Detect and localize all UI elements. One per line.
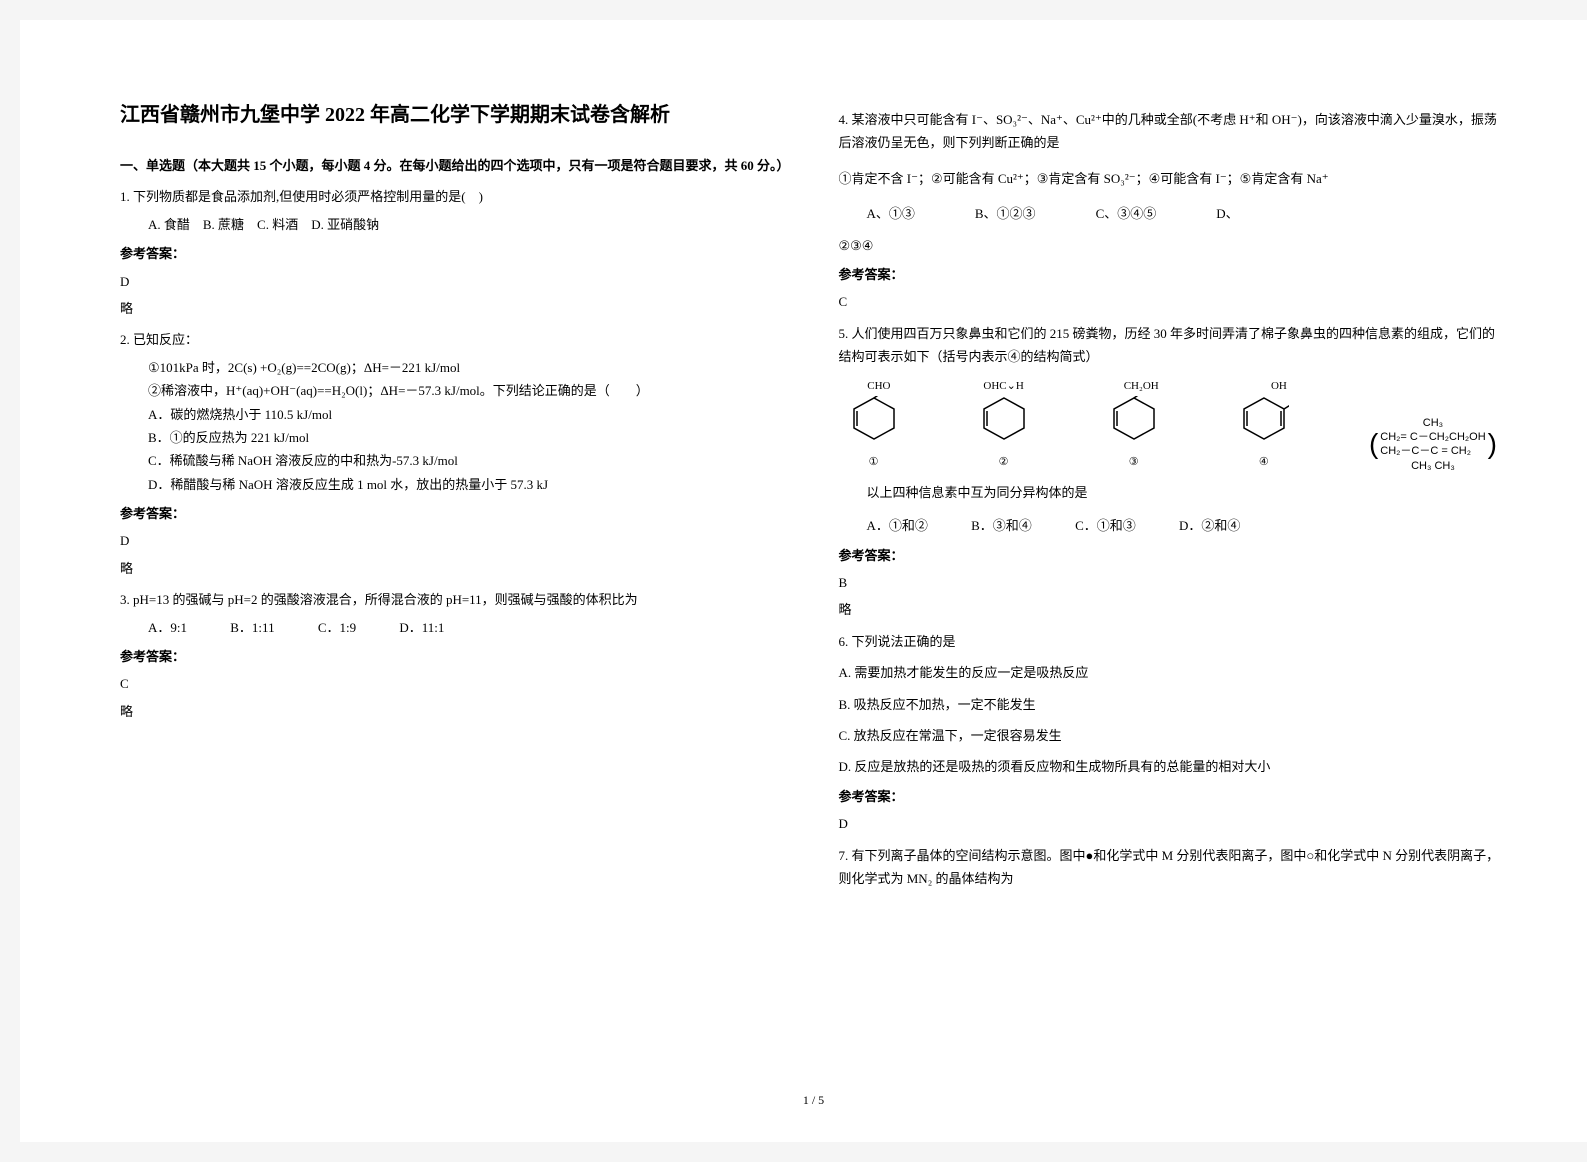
q6-ans-label: 参考答案： <box>839 785 1508 808</box>
q3-opts: A．9:1 B．1:11 C．1:9 D．11:1 <box>148 616 789 639</box>
mol-2: OHC⌄H ② <box>979 377 1029 473</box>
q5-optB: B．③和④ <box>971 518 1032 533</box>
page-number: 1 / 5 <box>803 1090 824 1112</box>
q2-optA: A．碳的燃烧热小于 110.5 kJ/mol <box>148 403 789 426</box>
q3-optA: A．9:1 <box>148 620 187 635</box>
q2-ans: D <box>120 529 789 552</box>
hexagon-icon <box>979 396 1029 441</box>
mol3-label: ③ <box>1109 453 1159 473</box>
q3-ans-label: 参考答案： <box>120 645 789 668</box>
q5-opts: A．①和② B．③和④ C．①和③ D．②和④ <box>867 514 1508 537</box>
q4-optD: D、 <box>1216 202 1238 225</box>
q2-optB: B．①的反应热为 221 kJ/mol <box>148 426 789 449</box>
mol1-label: ① <box>849 453 899 473</box>
q1-opts: A. 食醋 B. 蔗糖 C. 料酒 D. 亚硝酸钠 <box>148 213 789 236</box>
q7-text: 7. 有下列离子晶体的空间结构示意图。图中●和化学式中 M 分别代表阳离子，图中… <box>839 844 1508 891</box>
q5-optD: D．②和④ <box>1179 518 1240 533</box>
hexagon-icon <box>1109 396 1159 441</box>
q6-ans: D <box>839 812 1508 835</box>
q4-opts: A、①③ B、①②③ C、③④⑤ D、 <box>867 202 1508 225</box>
q6-optC: C. 放热反应在常温下，一定很容易发生 <box>839 724 1508 747</box>
mol2-label: ② <box>979 453 1029 473</box>
formula-l1: CH₃ <box>1380 416 1485 430</box>
formula-l3: CH₂－C－C = CH₂ <box>1380 444 1485 458</box>
q4-ans-label: 参考答案： <box>839 263 1508 286</box>
q5-note: 略 <box>839 598 1508 621</box>
q6-optB: B. 吸热反应不加热，一定不能发生 <box>839 693 1508 716</box>
formula-l2: CH₂= C－CH₂CH₂OH <box>1380 430 1485 444</box>
q1-ans-label: 参考答案： <box>120 242 789 265</box>
q3-ans: C <box>120 672 789 695</box>
mol2-top: OHC⌄H <box>979 377 1029 397</box>
q5-sub: 以上四种信息素中互为同分异构体的是 <box>867 481 1508 504</box>
mol-3: CH₂OH ③ <box>1109 377 1159 473</box>
q6-text: 6. 下列说法正确的是 <box>839 630 1508 653</box>
q2-line2: ②稀溶液中，H⁺(aq)+OH⁻(aq)==H₂O(l)；ΔH=－57.3 kJ… <box>148 379 789 402</box>
q2-ans-label: 参考答案： <box>120 502 789 525</box>
mol-4: OH ④ <box>1239 377 1289 473</box>
q4-optD2: ②③④ <box>839 234 1508 257</box>
q3-optD: D．11:1 <box>399 620 444 635</box>
q5-optA: A．①和② <box>867 518 928 533</box>
q5-optC: C．①和③ <box>1075 518 1136 533</box>
q4-optA: A、①③ <box>867 202 915 225</box>
q3-optB: B．1:11 <box>230 620 274 635</box>
q1-ans: D <box>120 270 789 293</box>
q2-note: 略 <box>120 557 789 580</box>
hexagon-icon <box>849 396 899 441</box>
mol4-top: OH <box>1239 377 1289 397</box>
section-header: 一、单选题（本大题共 15 个小题，每小题 4 分。在每小题给出的四个选项中，只… <box>120 154 789 177</box>
mol1-top: CHO <box>849 377 899 397</box>
q1-note: 略 <box>120 297 789 320</box>
exam-page: 江西省赣州市九堡中学 2022 年高二化学下学期期末试卷含解析 一、单选题（本大… <box>20 20 1587 1142</box>
mol4-label: ④ <box>1239 453 1289 473</box>
q5-ans-label: 参考答案： <box>839 544 1508 567</box>
q2-text: 2. 已知反应： <box>120 328 789 351</box>
q5-ans: B <box>839 571 1508 594</box>
q4-line1: ①肯定不含 I⁻；②可能含有 Cu²⁺；③肯定含有 SO₃²⁻；④可能含有 I⁻… <box>839 167 1508 190</box>
mol-formula: ( CH₃ CH₂= C－CH₂CH₂OH CH₂－C－C = CH₂ CH₃ … <box>1369 416 1497 473</box>
q3-text: 3. pH=13 的强碱与 pH=2 的强酸溶液混合，所得混合液的 pH=11，… <box>120 588 789 611</box>
q5-molecule-diagram: CHO ① OHC⌄H ② CH₂OH ③ OH ④ ( <box>839 377 1508 473</box>
left-column: 江西省赣州市九堡中学 2022 年高二化学下学期期末试卷含解析 一、单选题（本大… <box>120 100 789 1102</box>
mol3-top: CH₂OH <box>1109 377 1159 397</box>
q3-note: 略 <box>120 700 789 723</box>
q1-text: 1. 下列物质都是食品添加剂,但使用时必须严格控制用量的是( ) <box>120 185 789 208</box>
q2-optC: C．稀硫酸与稀 NaOH 溶液反应的中和热为-57.3 kJ/mol <box>148 449 789 472</box>
q2-optD: D．稀醋酸与稀 NaOH 溶液反应生成 1 mol 水，放出的热量小于 57.3… <box>148 473 789 496</box>
mol-1: CHO ① <box>849 377 899 473</box>
exam-title: 江西省赣州市九堡中学 2022 年高二化学下学期期末试卷含解析 <box>120 100 789 130</box>
q4-optC: C、③④⑤ <box>1096 202 1157 225</box>
q3-optC: C．1:9 <box>318 620 356 635</box>
q2-line1: ①101kPa 时，2C(s) +O₂(g)==2CO(g)；ΔH=－221 k… <box>148 356 789 379</box>
q6-optA: A. 需要加热才能发生的反应一定是吸热反应 <box>839 661 1508 684</box>
formula-l4: CH₃ CH₃ <box>1380 459 1485 473</box>
q6-optD: D. 反应是放热的还是吸热的须看反应物和生成物所具有的总能量的相对大小 <box>839 755 1508 778</box>
q4-ans: C <box>839 290 1508 313</box>
hexagon-icon <box>1239 396 1289 441</box>
q4-optB: B、①②③ <box>975 202 1036 225</box>
q5-text: 5. 人们使用四百万只象鼻虫和它们的 215 磅粪物，历经 30 年多时间弄清了… <box>839 322 1508 369</box>
right-column: 4. 某溶液中只可能含有 I⁻、SO₃²⁻、Na⁺、Cu²⁺中的几种或全部(不考… <box>839 100 1508 1102</box>
q4-text: 4. 某溶液中只可能含有 I⁻、SO₃²⁻、Na⁺、Cu²⁺中的几种或全部(不考… <box>839 108 1508 155</box>
